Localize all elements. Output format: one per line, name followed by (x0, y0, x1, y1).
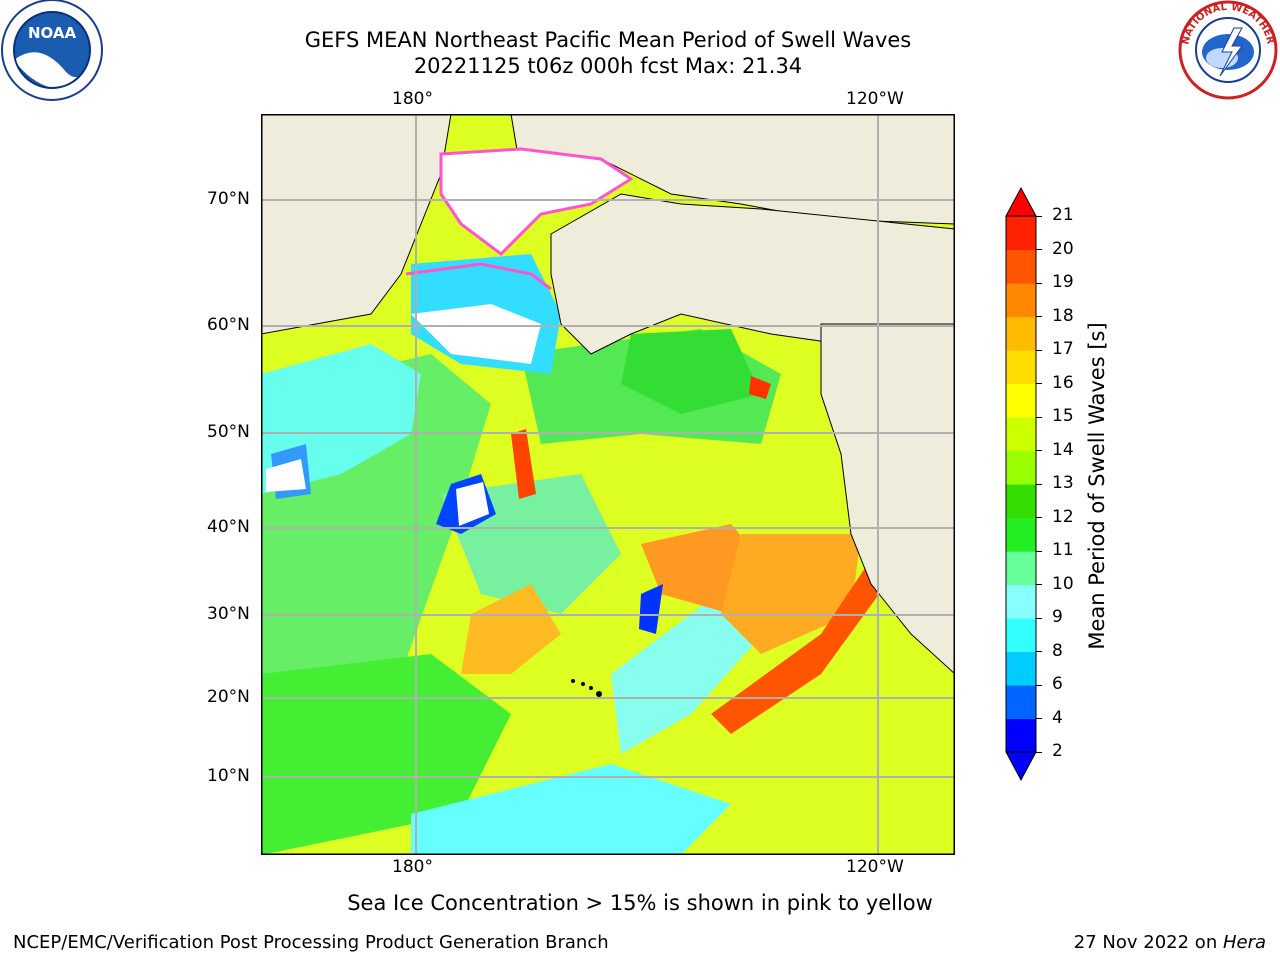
colorbar-segment (1006, 316, 1036, 351)
lat-label-10n: 10°N (207, 766, 250, 786)
colorbar-tick-mark (1036, 751, 1042, 753)
colorbar (1005, 186, 1037, 782)
colorbar-segment (1006, 551, 1036, 586)
northwest-white-patch (266, 459, 306, 492)
colorbar-tick-label: 21 (1052, 205, 1074, 225)
colorbar-tick-mark (1036, 483, 1042, 485)
colorbar-tick-mark (1036, 651, 1042, 652)
colorbar-tick-label: 4 (1052, 707, 1063, 728)
colorbar-tick-mark (1036, 550, 1042, 552)
map-gridlines (261, 114, 955, 855)
colorbar-tick-label: 10 (1052, 573, 1074, 594)
colorbar-tick-label: 20 (1052, 238, 1074, 259)
chart-title-line1: GEFS MEAN Northeast Pacific Mean Period … (304, 28, 912, 52)
hawaii-islands (571, 679, 602, 697)
colorbar-tick-label: 17 (1052, 339, 1074, 359)
lat-label-60n: 60°N (207, 315, 250, 335)
colorbar-tick-label: 19 (1052, 272, 1074, 292)
colorbar-segment (1006, 216, 1036, 251)
lon-label-top-120w: 120°W (846, 89, 904, 109)
equatorial-cyan-region (411, 764, 731, 855)
lat-label-30n: 30°N (207, 604, 250, 624)
gulf-red-spot (749, 376, 771, 399)
noaa-logo: NOAA (1, 0, 103, 101)
colorbar-tick-label: 8 (1052, 640, 1063, 661)
northeast-orange-band (721, 534, 861, 654)
colorbar-tick-mark (1036, 684, 1042, 686)
lat-label-20n: 20°N (207, 687, 250, 707)
footer-host: Hera (1222, 932, 1266, 953)
hawaii-blue-patch (639, 584, 663, 634)
colorbar-tick-label: 2 (1052, 741, 1063, 761)
colorbar-tick-label: 13 (1052, 473, 1074, 493)
colorbar-segment (1006, 718, 1036, 753)
lat-label-40n: 40°N (207, 517, 250, 537)
colorbar-tick-mark (1036, 584, 1042, 585)
lon-label-bottom-180: 180° (392, 857, 433, 877)
colorbar-segment (1006, 618, 1036, 653)
footer-date: 27 Nov 2022 on Hera (1074, 932, 1266, 953)
colorbar-tick-mark (1036, 617, 1042, 619)
swell-period-map (261, 114, 955, 855)
colorbar-tick-mark (1036, 450, 1042, 451)
colorbar-tick-label: 12 (1052, 506, 1074, 527)
colorbar-tick-label: 9 (1052, 607, 1063, 627)
lat-label-50n: 50°N (207, 422, 250, 442)
colorbar-tick-mark (1036, 316, 1042, 317)
colorbar-tick-mark (1036, 416, 1042, 418)
colorbar-tick-label: 18 (1052, 305, 1074, 326)
gulf-alaska-green (621, 329, 761, 414)
noaa-logo-text: NOAA (28, 24, 77, 42)
colorbar-tick-label: 6 (1052, 674, 1063, 694)
footer-date-text: 27 Nov 2022 on (1073, 932, 1223, 953)
lon-label-bottom-120w: 120°W (846, 857, 904, 877)
colorbar-segment (1006, 249, 1036, 284)
colorbar-tick-label: 16 (1052, 372, 1074, 393)
colorbar-tick-mark (1036, 383, 1042, 384)
west-red-streak (511, 429, 536, 499)
colorbar-segment (1006, 484, 1036, 519)
footer-credit: NCEP/EMC/Verification Post Processing Pr… (13, 932, 609, 953)
colorbar-tick-label: 15 (1052, 406, 1074, 426)
lon-label-top-180: 180° (392, 89, 433, 109)
colorbar-segment (1006, 417, 1036, 452)
sea-ice-caption: Sea Ice Concentration > 15% is shown in … (347, 891, 933, 915)
colorbar-min-arrow (1005, 751, 1037, 782)
colorbar-tick-mark (1036, 517, 1042, 518)
colorbar-tick-mark (1036, 718, 1042, 719)
colorbar-tick-mark (1036, 349, 1042, 351)
arctic-sea-white (439, 147, 634, 256)
colorbar-title: Mean Period of Swell Waves [s] (1085, 322, 1109, 650)
chart-title-line2: 20221125 t06z 000h fcst Max: 21.34 (413, 54, 803, 78)
swell-band-red (711, 544, 901, 734)
colorbar-segment (1006, 584, 1036, 619)
ice-edge-pink (405, 262, 552, 291)
colorbar-tick-label: 14 (1052, 439, 1074, 460)
colorbar-segment (1006, 283, 1036, 318)
colorbar-segment (1006, 450, 1036, 485)
lat-label-70n: 70°N (207, 189, 250, 209)
colorbar-tick-mark (1036, 282, 1042, 284)
bering-ice-white (411, 304, 541, 364)
central-orange-swath (461, 584, 561, 674)
colorbar-tick-label: 11 (1052, 540, 1074, 560)
colorbar-max-arrow (1005, 186, 1037, 217)
colorbar-segment (1006, 383, 1036, 418)
land-alaska-mainland (550, 193, 955, 365)
colorbar-segment (1006, 517, 1036, 552)
colorbar-segment (1006, 651, 1036, 686)
land-siberia (261, 114, 452, 335)
colorbar-segment (1006, 685, 1036, 720)
colorbar-segment (1006, 350, 1036, 385)
island-white-patch (456, 482, 489, 526)
colorbar-tick-mark (1036, 249, 1042, 250)
colorbar-tick-mark (1036, 215, 1042, 217)
nws-logo: NATIONAL WEATHER SERVICE (1176, 0, 1278, 100)
land-north-america (820, 323, 955, 675)
